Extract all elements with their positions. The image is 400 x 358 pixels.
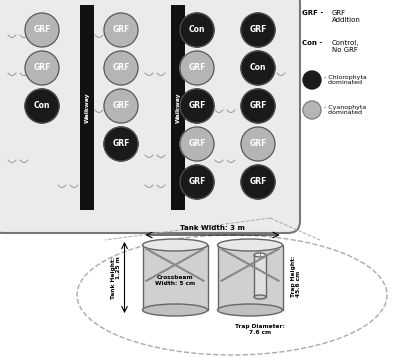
Circle shape: [180, 13, 214, 47]
Text: Control,
No GRF: Control, No GRF: [332, 40, 360, 53]
Text: GRF: GRF: [112, 25, 130, 34]
Circle shape: [180, 89, 214, 123]
Ellipse shape: [218, 304, 282, 316]
Text: Walkway: Walkway: [84, 92, 90, 123]
Bar: [171, 5, 185, 210]
Circle shape: [180, 127, 214, 161]
Circle shape: [25, 51, 59, 85]
Text: GRF: GRF: [33, 63, 51, 73]
Circle shape: [180, 165, 214, 199]
Ellipse shape: [254, 295, 266, 299]
Bar: [218, 245, 282, 310]
Text: Tank Height:
1.25 m: Tank Height: 1.25 m: [111, 256, 122, 299]
Text: GRF: GRF: [112, 102, 130, 111]
Text: GRF: GRF: [112, 140, 130, 149]
FancyBboxPatch shape: [0, 0, 300, 233]
Circle shape: [241, 127, 275, 161]
Text: GRF: GRF: [249, 102, 267, 111]
Circle shape: [104, 13, 138, 47]
Circle shape: [104, 89, 138, 123]
Ellipse shape: [142, 304, 208, 316]
Text: GRF: GRF: [188, 140, 206, 149]
Text: Tank Width: 3 m: Tank Width: 3 m: [180, 225, 245, 231]
Text: GRF -: GRF -: [302, 10, 323, 16]
Bar: [142, 245, 208, 310]
Text: - Cyanophyta
  dominated: - Cyanophyta dominated: [324, 105, 366, 115]
Text: GRF: GRF: [188, 178, 206, 187]
Text: GRF: GRF: [249, 25, 267, 34]
Ellipse shape: [77, 235, 387, 355]
Text: Walkway: Walkway: [176, 92, 180, 123]
Circle shape: [241, 89, 275, 123]
Text: GRF: GRF: [112, 63, 130, 73]
Text: Trap Height:
45.6 cm: Trap Height: 45.6 cm: [290, 255, 301, 297]
Circle shape: [25, 13, 59, 47]
Circle shape: [303, 101, 321, 119]
Circle shape: [241, 13, 275, 47]
Text: - Chlorophyta
  dominated: - Chlorophyta dominated: [324, 74, 367, 86]
Text: GRF: GRF: [188, 102, 206, 111]
Ellipse shape: [218, 239, 282, 251]
Bar: [80, 5, 94, 210]
Circle shape: [241, 51, 275, 85]
Ellipse shape: [142, 239, 208, 251]
Text: Trap Diameter:
7.6 cm: Trap Diameter: 7.6 cm: [235, 324, 285, 335]
Circle shape: [25, 89, 59, 123]
Circle shape: [303, 71, 321, 89]
Text: Con: Con: [189, 25, 205, 34]
Bar: [254, 255, 266, 297]
Text: GRF: GRF: [249, 178, 267, 187]
Text: GRF
Addition: GRF Addition: [332, 10, 361, 23]
Text: Con: Con: [250, 63, 266, 73]
Circle shape: [104, 127, 138, 161]
Text: Con -: Con -: [302, 40, 322, 46]
Text: Con: Con: [34, 102, 50, 111]
Text: GRF: GRF: [188, 63, 206, 73]
Ellipse shape: [254, 253, 266, 257]
Text: Crossbeam
Width: 5 cm: Crossbeam Width: 5 cm: [155, 275, 195, 286]
Text: GRF: GRF: [33, 25, 51, 34]
Circle shape: [241, 165, 275, 199]
Circle shape: [180, 51, 214, 85]
Circle shape: [104, 51, 138, 85]
Text: GRF: GRF: [249, 140, 267, 149]
